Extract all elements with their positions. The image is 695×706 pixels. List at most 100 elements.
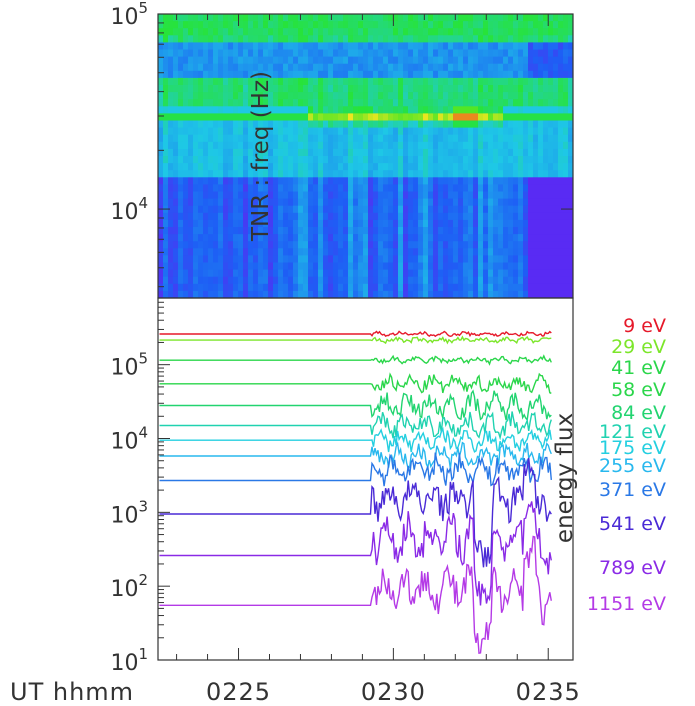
heatmap-cell bbox=[398, 205, 404, 214]
heatmap-cell bbox=[508, 106, 514, 114]
heatmap-cell bbox=[298, 127, 304, 136]
heatmap-cell bbox=[518, 56, 524, 65]
heatmap-cell bbox=[168, 85, 174, 93]
heatmap-cell bbox=[553, 177, 559, 185]
heatmap-cell bbox=[313, 269, 319, 278]
heatmap-cell bbox=[348, 177, 354, 185]
heatmap-cell bbox=[498, 120, 504, 129]
heatmap-cell bbox=[218, 198, 224, 207]
heatmap-cell bbox=[388, 248, 394, 256]
heatmap-cell bbox=[498, 85, 504, 93]
heatmap-cell bbox=[323, 269, 329, 278]
heatmap-cell bbox=[453, 241, 459, 249]
heatmap-cell bbox=[473, 262, 479, 271]
heatmap-cell bbox=[568, 106, 573, 114]
heatmap-cell bbox=[493, 70, 499, 79]
heatmap-cell bbox=[538, 170, 544, 178]
heatmap-cell bbox=[388, 35, 394, 43]
heatmap-cell bbox=[313, 120, 319, 129]
heatmap-cell bbox=[248, 148, 254, 157]
heatmap-cell bbox=[508, 227, 514, 235]
heatmap-cell bbox=[503, 241, 509, 249]
heatmap-cell bbox=[218, 70, 224, 79]
heatmap-cell bbox=[338, 234, 344, 242]
heatmap-cell bbox=[168, 156, 174, 164]
heatmap-cell bbox=[428, 170, 434, 178]
heatmap-cell bbox=[483, 163, 489, 171]
heatmap-cell bbox=[218, 106, 224, 114]
heatmap-cell bbox=[463, 283, 469, 292]
heatmap-cell bbox=[243, 49, 249, 58]
heatmap-cell bbox=[263, 14, 269, 22]
heatmap-cell bbox=[268, 134, 274, 143]
heatmap-cell bbox=[338, 28, 344, 36]
heatmap-cell bbox=[308, 198, 314, 207]
heatmap-cell bbox=[373, 248, 379, 256]
heatmap-cell bbox=[538, 63, 544, 72]
heatmap-cell bbox=[203, 234, 209, 242]
heatmap-cell bbox=[188, 255, 194, 264]
heatmap-cell bbox=[433, 241, 439, 249]
heatmap-cell bbox=[283, 170, 289, 178]
heatmap-cell bbox=[503, 191, 509, 200]
heatmap-cell bbox=[183, 241, 189, 249]
heatmap-cell bbox=[558, 276, 564, 285]
heatmap-cell bbox=[528, 120, 534, 129]
heatmap-cell bbox=[298, 262, 304, 271]
heatmap-cell bbox=[198, 262, 204, 271]
heatmap-cell bbox=[458, 290, 464, 298]
heatmap-cell bbox=[543, 219, 549, 228]
heatmap-cell bbox=[378, 255, 384, 264]
heatmap-cell bbox=[328, 85, 334, 93]
heatmap-cell bbox=[208, 70, 214, 79]
heatmap-cell bbox=[373, 241, 379, 249]
heatmap-cell bbox=[398, 148, 404, 157]
heatmap-cell bbox=[453, 63, 459, 72]
heatmap-cell bbox=[508, 170, 514, 178]
heatmap-cell bbox=[448, 21, 454, 29]
heatmap-cell bbox=[313, 134, 319, 143]
heatmap-cell bbox=[203, 21, 209, 29]
heatmap-cell bbox=[463, 21, 469, 29]
heatmap-cell bbox=[208, 234, 214, 242]
heatmap-cell bbox=[338, 156, 344, 164]
heatmap-cell bbox=[363, 106, 369, 114]
heatmap-cell bbox=[398, 191, 404, 200]
heatmap-cell bbox=[253, 35, 259, 43]
heatmap-cell bbox=[268, 14, 274, 22]
heatmap-cell bbox=[173, 148, 179, 157]
heatmap-cell bbox=[548, 28, 554, 36]
heatmap-cell bbox=[378, 283, 384, 292]
heatmap-cell bbox=[543, 290, 549, 298]
heatmap-cell bbox=[243, 184, 249, 193]
heatmap-cell bbox=[163, 21, 169, 29]
heatmap-cell bbox=[198, 28, 204, 36]
heatmap-cell bbox=[378, 49, 384, 58]
heatmap-cell bbox=[343, 170, 349, 178]
heatmap-cell bbox=[563, 14, 569, 22]
heatmap-cell bbox=[263, 120, 269, 129]
heatmap-cell bbox=[563, 77, 569, 86]
heatmap-cell bbox=[243, 14, 249, 22]
legend-item: 9 eV bbox=[623, 315, 666, 337]
heatmap-cell bbox=[288, 70, 294, 79]
heatmap-cell bbox=[368, 28, 374, 36]
heatmap-cell bbox=[563, 92, 569, 100]
heatmap-cell bbox=[343, 255, 349, 264]
heatmap-cell bbox=[178, 269, 184, 278]
heatmap-cell bbox=[218, 241, 224, 249]
heatmap-cell bbox=[168, 205, 174, 214]
heatmap-cell bbox=[388, 219, 394, 228]
heatmap-cell bbox=[353, 163, 359, 171]
heatmap-cell bbox=[483, 49, 489, 58]
heatmap-cell bbox=[328, 170, 334, 178]
heatmap-cell bbox=[298, 120, 304, 129]
heatmap-cell bbox=[218, 205, 224, 214]
heatmap-cell bbox=[463, 212, 469, 221]
heatmap-cell bbox=[373, 14, 379, 22]
heatmap-cell bbox=[258, 205, 264, 214]
heatmap-cell bbox=[223, 127, 229, 136]
heatmap-cell bbox=[398, 42, 404, 51]
heatmap-cell bbox=[228, 148, 234, 157]
heatmap-cell bbox=[338, 241, 344, 249]
